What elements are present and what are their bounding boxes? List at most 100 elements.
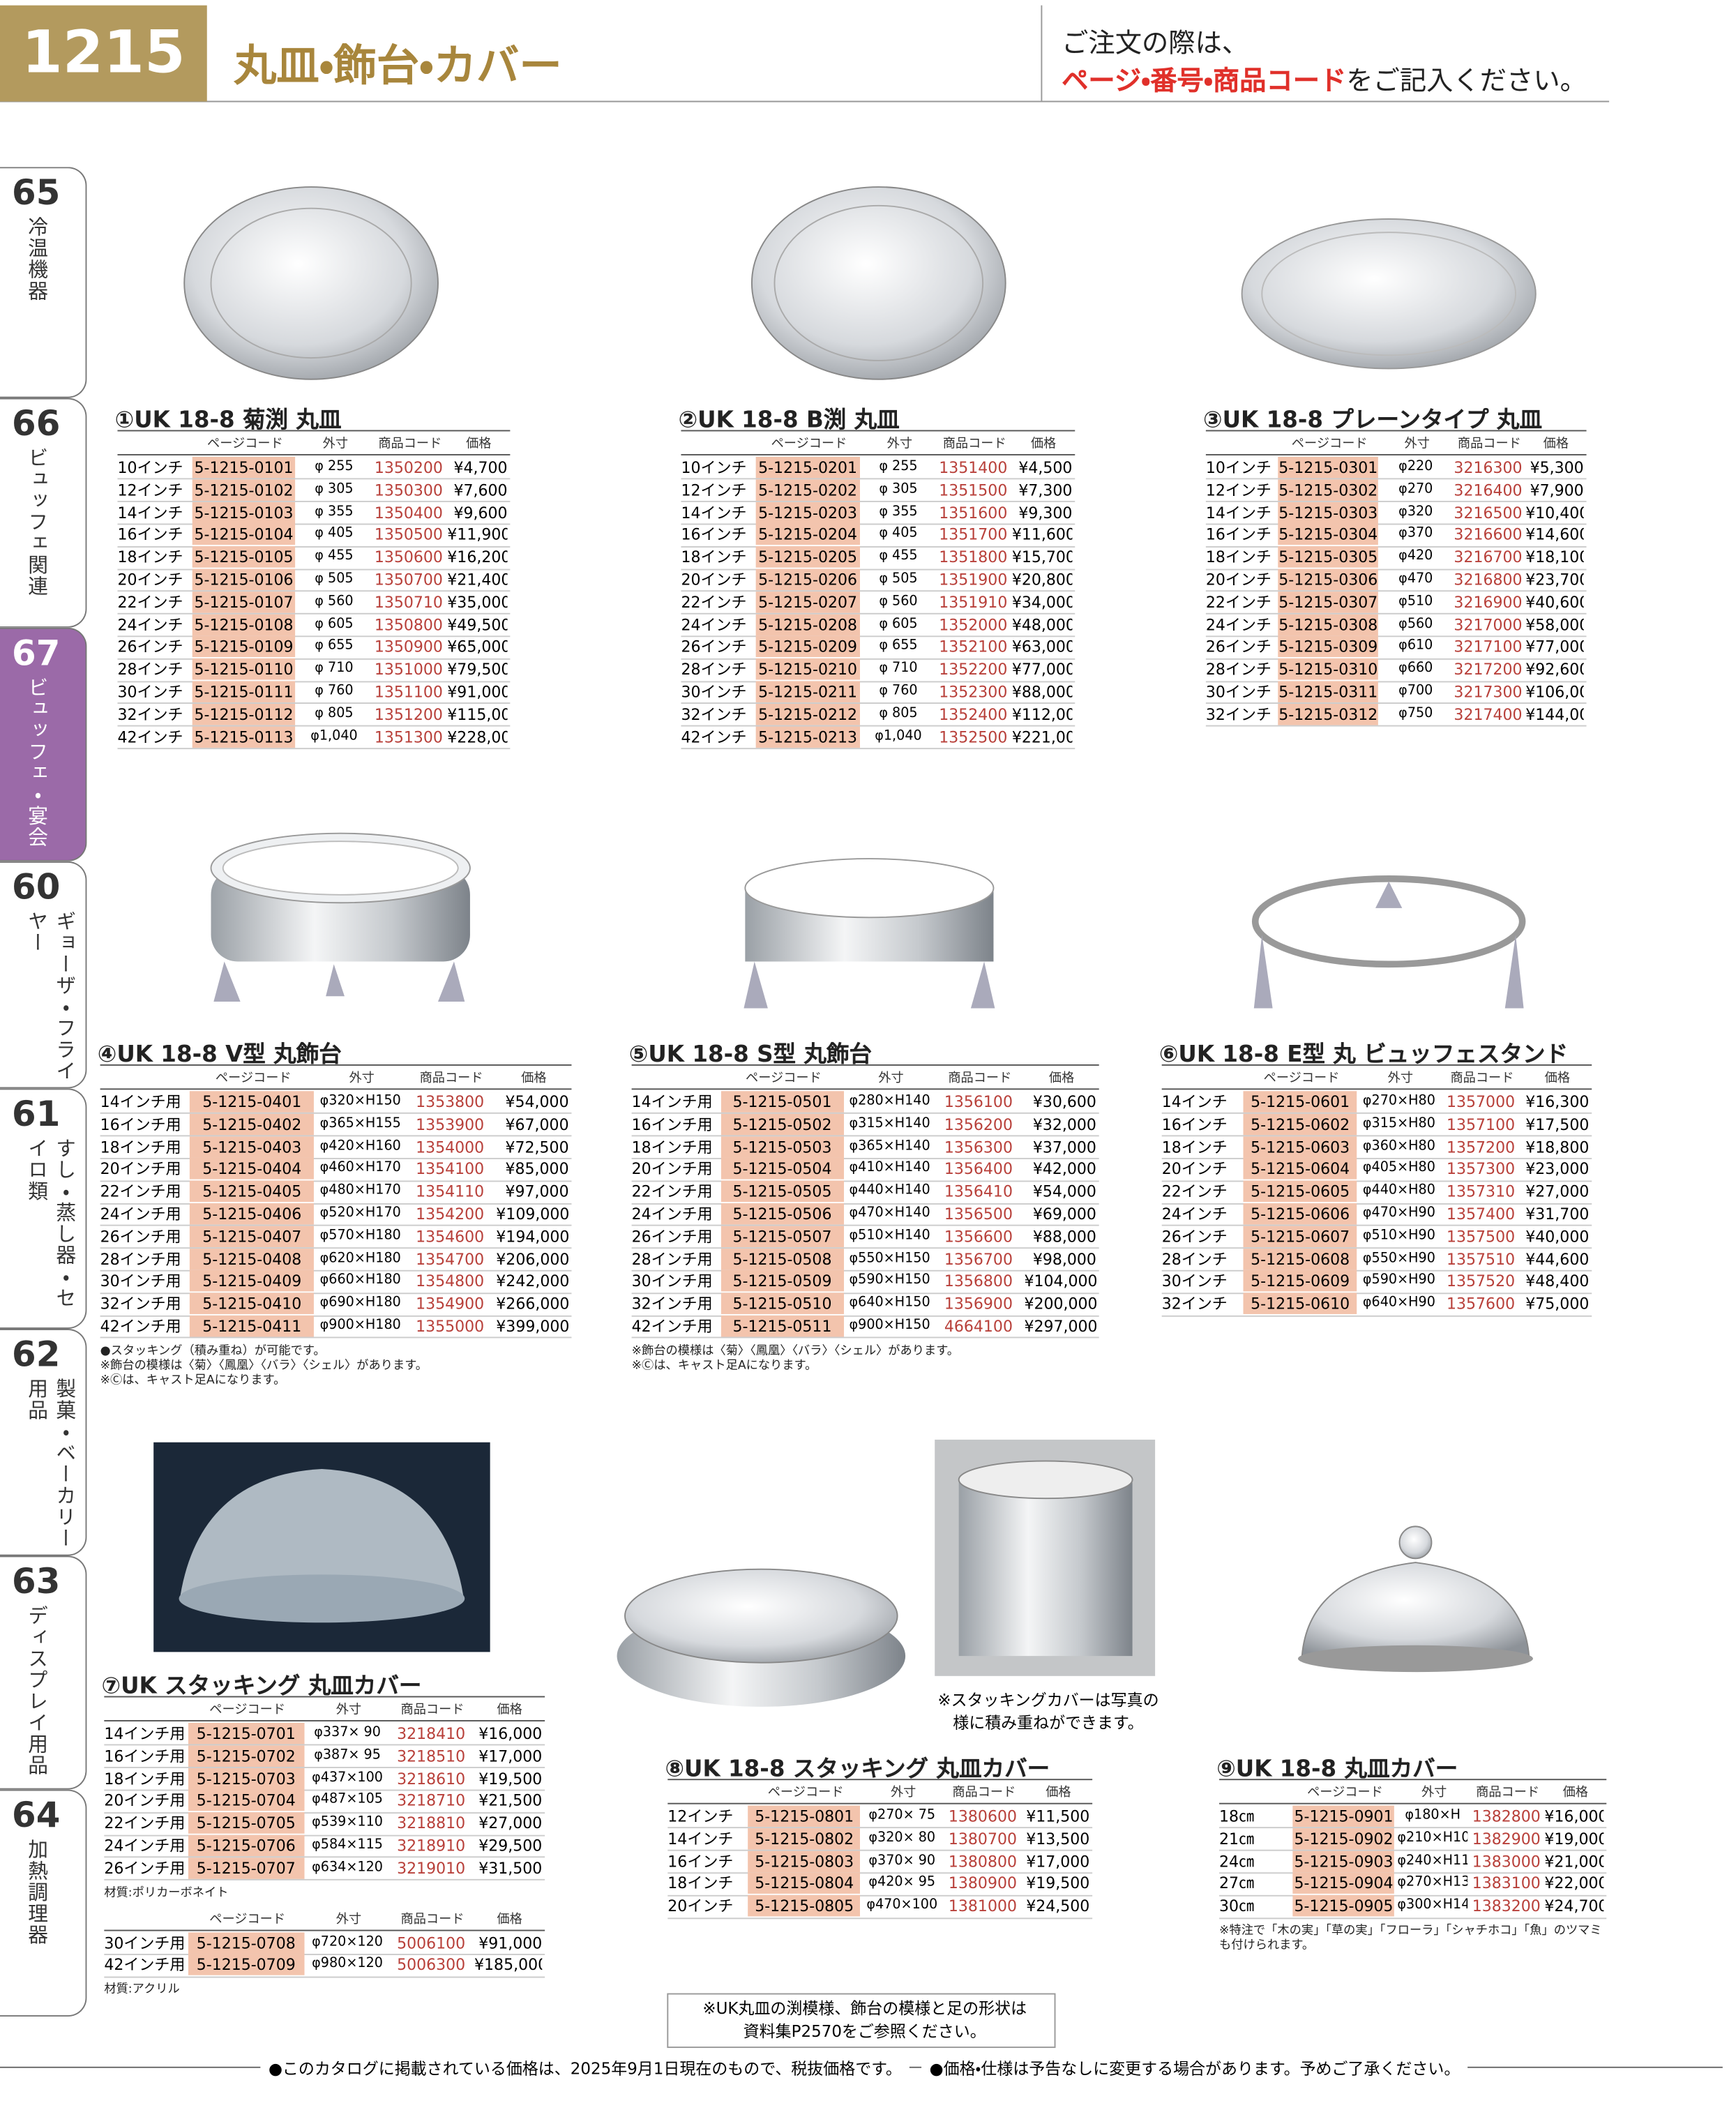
page-code: 5-1215-0406: [189, 1203, 315, 1225]
plate-photo: [183, 186, 439, 380]
dimension: φ634×120: [312, 1860, 383, 1875]
size: 32インチ用Ⓒ: [100, 1294, 181, 1313]
price: ¥69,000: [1032, 1204, 1096, 1223]
product-code: 3218510: [397, 1746, 466, 1765]
row-rule: [117, 725, 511, 727]
product-code: 3216900: [1454, 592, 1523, 612]
dimension: φ 355: [879, 504, 918, 520]
product-code: 1357300: [1447, 1159, 1516, 1179]
side-tab[interactable]: 65 冷温機器: [0, 167, 87, 398]
size: 18インチ: [117, 548, 183, 567]
page-code: 5-1215-0704: [188, 1790, 305, 1811]
cover-shape: [180, 1469, 464, 1596]
price: ¥30,600: [1032, 1092, 1096, 1111]
price: ¥16,000: [478, 1724, 543, 1743]
product-code: 3217000: [1454, 615, 1523, 634]
product-code: 1354110: [416, 1182, 485, 1201]
size: 16インチ用: [631, 1115, 713, 1134]
column-header: 商品コード: [1457, 437, 1521, 452]
dimension: φ590×H90: [1362, 1273, 1435, 1288]
price: ¥63,000: [1011, 638, 1073, 656]
row-rule: [631, 1135, 1099, 1137]
product-code: 1353900: [416, 1115, 485, 1134]
column-header: 商品コード: [1450, 1071, 1514, 1086]
product-code: 1357600: [1447, 1294, 1516, 1313]
note-line: ※UK丸皿の渕模様、飾台の模様と足の形状は: [702, 1999, 1027, 2018]
dimension: φ440×H140: [849, 1183, 930, 1198]
side-tab[interactable]: 61 すし・蒸し器・セイロ類: [0, 1088, 87, 1329]
header-rule: [117, 453, 511, 455]
size: 14インチ: [1205, 503, 1271, 522]
dimension: φ560: [1398, 616, 1433, 631]
header-rule: [681, 453, 1075, 455]
side-tab[interactable]: 62 製菓・ベーカリー用品: [0, 1329, 87, 1556]
size: 18インチ用: [104, 1769, 186, 1788]
page-code: 5-1215-0503: [720, 1136, 845, 1158]
size: 12インチ用: [667, 1807, 734, 1826]
size: 42インチ用Ⓒ: [100, 1316, 181, 1336]
size: 20インチ用: [100, 1159, 181, 1179]
column-header: 外寸: [1421, 1785, 1447, 1800]
size: 20インチ: [117, 570, 183, 589]
dimension: φ470×H140: [849, 1205, 930, 1221]
dimension: φ550×H90: [1362, 1251, 1435, 1266]
header-rule: [667, 1802, 1093, 1804]
column-header: ページコード: [209, 1703, 286, 1718]
product-code: 1383000: [1472, 1851, 1541, 1871]
product-code: 1352500: [939, 727, 1008, 746]
page-code: 5-1215-0902: [1292, 1828, 1395, 1850]
dimension: φ387× 95: [314, 1747, 381, 1763]
dimension: φ 560: [879, 594, 918, 609]
product-code: 1380900: [948, 1874, 1017, 1893]
row-rule: [1161, 1292, 1592, 1294]
product-code: 1380700: [948, 1829, 1017, 1848]
product-code: 1350600: [374, 548, 443, 567]
price: ¥48,400: [1525, 1272, 1590, 1291]
size: 14インチ用: [667, 1829, 734, 1848]
row-rule: [100, 1203, 572, 1205]
dimension: φ 455: [315, 549, 354, 564]
title-rule: [631, 1064, 1099, 1066]
page-title: 丸皿・飾台・カバー: [234, 40, 562, 91]
product-code: 1351400: [939, 458, 1008, 477]
column-header: ページコード: [209, 1911, 286, 1927]
price: ¥17,000: [478, 1746, 543, 1765]
row-rule: [117, 635, 511, 638]
stack-top: [958, 1460, 1133, 1500]
page-code: 5-1215-0210: [755, 658, 860, 680]
dimension: φ440×H80: [1362, 1183, 1435, 1198]
section-title: ①UK 18-8 菊渕 丸皿: [114, 407, 342, 435]
side-tab[interactable]: 60 ギョーザ・フライヤー: [0, 861, 87, 1089]
page-code: 5-1215-0709: [188, 1954, 305, 1976]
dimension: φ410×H140: [849, 1161, 930, 1176]
row-rule: [117, 747, 511, 749]
note: ※飾台の模様は〈菊〉〈鳳凰〉〈バラ〉〈シェル〉があります。: [100, 1359, 428, 1373]
column-header: 価格: [1030, 437, 1057, 452]
page-code: 5-1215-0903: [1292, 1850, 1395, 1872]
price: ¥19,000: [1544, 1829, 1604, 1848]
side-tab[interactable]: 67 ビュッフェ・宴会: [0, 627, 87, 861]
row-rule: [117, 545, 511, 548]
price: ¥91,000: [447, 682, 508, 702]
title-rule: [1205, 430, 1587, 432]
row-rule: [1161, 1113, 1592, 1115]
row-rule: [100, 1247, 572, 1249]
side-tab[interactable]: 63 ディスプレイ用品: [0, 1555, 87, 1790]
row-rule: [1219, 1894, 1607, 1897]
dimension: φ315×H140: [849, 1116, 930, 1131]
product-code: 3217300: [1454, 682, 1523, 702]
row-rule: [100, 1113, 572, 1115]
column-header: 商品コード: [419, 1071, 483, 1086]
page-code: 5-1215-0401: [189, 1091, 315, 1113]
price: ¥7,600: [453, 480, 508, 499]
title-rule: [117, 430, 511, 432]
side-tab[interactable]: 64 加熱調理器: [0, 1789, 87, 2017]
page-code: 5-1215-0604: [1243, 1158, 1357, 1180]
dimension: φ 405: [315, 527, 354, 542]
side-tab[interactable]: 66 ビュッフェ関連: [0, 398, 87, 628]
size: 24㎝: [1219, 1851, 1255, 1871]
column-header: 外寸: [349, 1071, 375, 1086]
page-code: 5-1215-0602: [1243, 1113, 1357, 1136]
page-code: 5-1215-0610: [1243, 1293, 1357, 1315]
tab-number: 60: [12, 868, 61, 908]
